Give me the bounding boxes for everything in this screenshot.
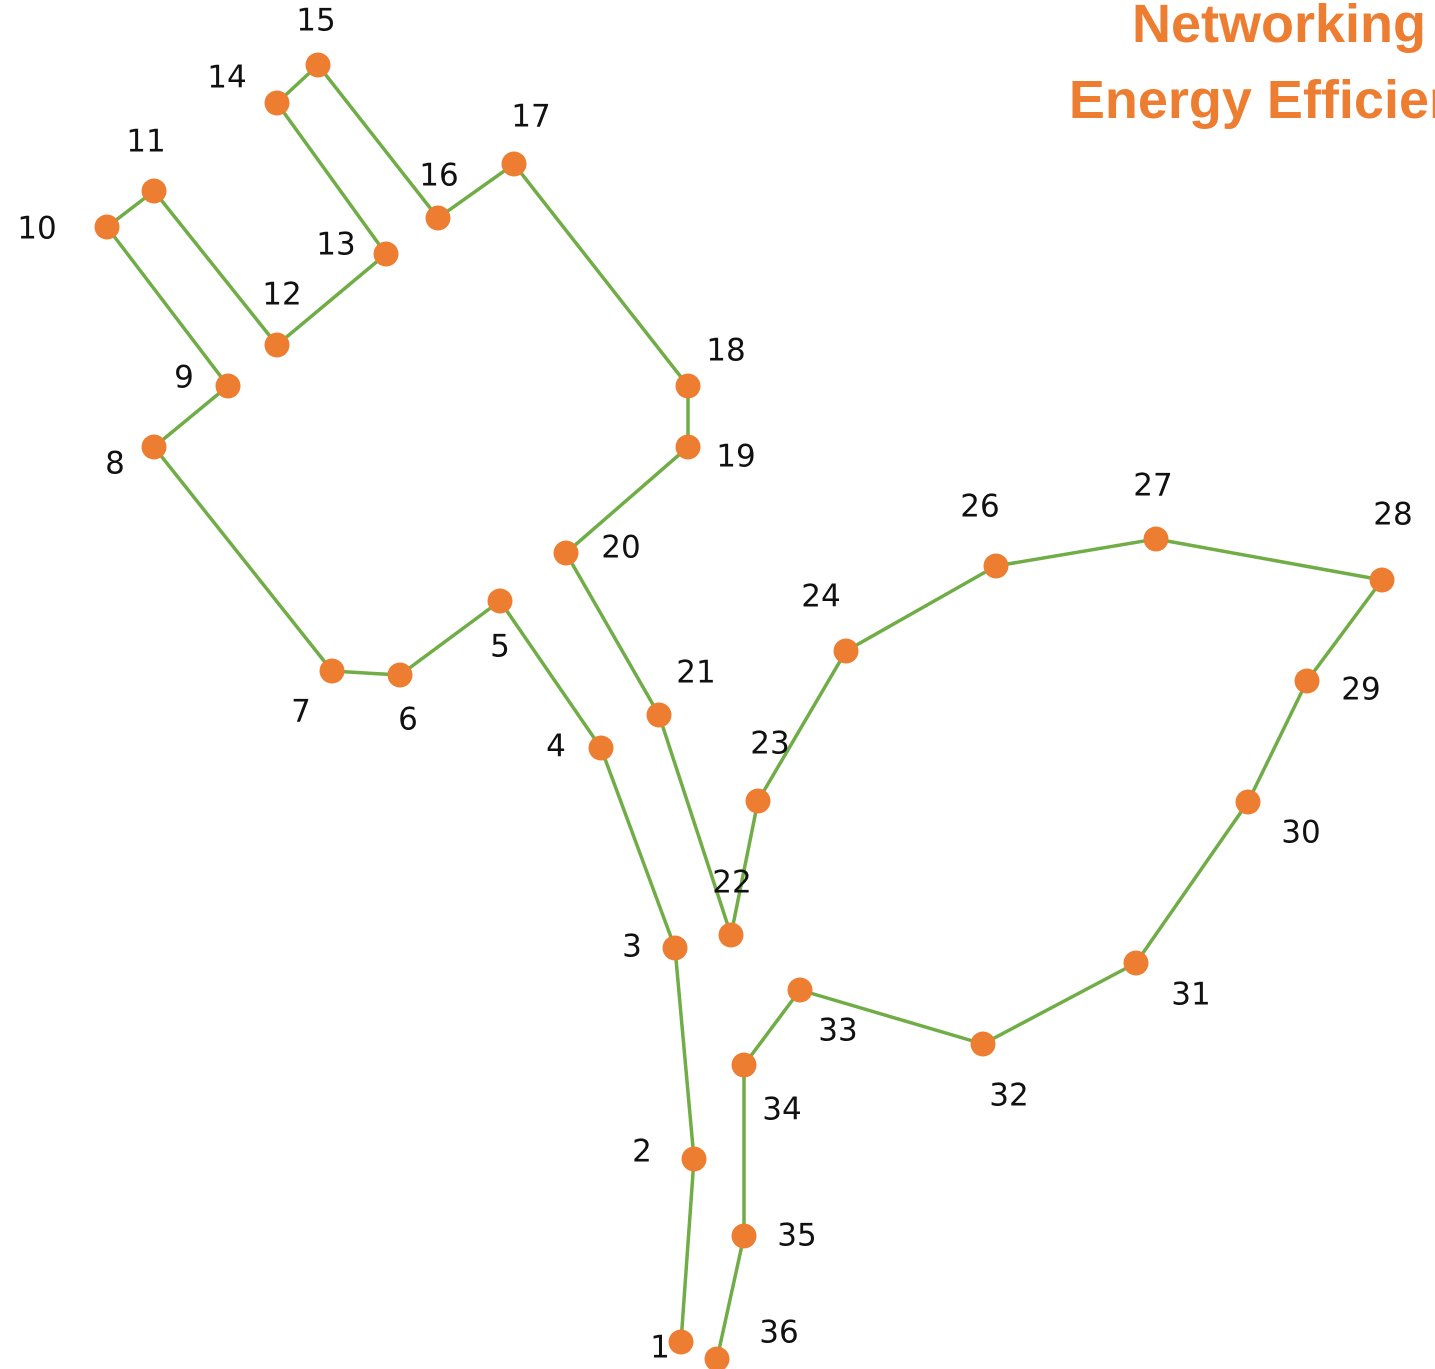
point-dot-5 <box>487 588 513 614</box>
point-label-17: 17 <box>511 99 550 135</box>
point-dot-16 <box>425 205 451 231</box>
point-label-35: 35 <box>777 1218 816 1254</box>
point-label-5: 5 <box>490 629 510 665</box>
point-label-11: 11 <box>126 124 165 160</box>
point-label-7: 7 <box>291 694 311 730</box>
point-dot-3 <box>662 935 688 961</box>
point-dot-1 <box>668 1329 694 1355</box>
point-label-23: 23 <box>750 726 789 762</box>
point-dot-36 <box>704 1346 730 1369</box>
title-line-1: Networking fo <box>1132 0 1435 54</box>
point-label-21: 21 <box>676 655 715 691</box>
point-label-10: 10 <box>17 211 56 247</box>
point-label-24: 24 <box>801 579 840 615</box>
point-dot-7 <box>319 658 345 684</box>
point-dot-6 <box>387 662 413 688</box>
point-label-28: 28 <box>1373 497 1412 533</box>
point-label-27: 27 <box>1133 468 1172 504</box>
point-dot-8 <box>141 434 167 460</box>
point-label-32: 32 <box>989 1078 1028 1114</box>
point-dot-19 <box>675 434 701 460</box>
point-label-8: 8 <box>105 446 125 482</box>
point-dot-33 <box>787 977 813 1003</box>
point-label-4: 4 <box>546 729 566 765</box>
page-title: Networking fo Energy Efficienc <box>972 0 1435 138</box>
point-label-12: 12 <box>262 277 301 313</box>
point-dot-9 <box>215 373 241 399</box>
point-label-34: 34 <box>762 1092 801 1128</box>
point-dot-4 <box>588 735 614 761</box>
point-dot-23 <box>745 788 771 814</box>
point-dot-20 <box>553 540 579 566</box>
point-dot-12 <box>264 332 290 358</box>
point-label-2: 2 <box>632 1134 652 1170</box>
point-dot-29 <box>1294 668 1320 694</box>
point-dots <box>94 52 1395 1369</box>
point-dot-26 <box>983 553 1009 579</box>
point-dot-10 <box>94 214 120 240</box>
point-label-16: 16 <box>419 158 458 194</box>
point-dot-13 <box>373 241 399 267</box>
point-label-13: 13 <box>316 227 355 263</box>
point-dot-34 <box>731 1052 757 1078</box>
point-dot-35 <box>731 1223 757 1249</box>
point-label-15: 15 <box>296 3 335 39</box>
point-label-14: 14 <box>207 60 246 96</box>
point-label-22: 22 <box>712 865 751 901</box>
point-dot-32 <box>970 1031 996 1057</box>
point-label-1: 1 <box>650 1330 670 1366</box>
point-label-36: 36 <box>759 1315 798 1351</box>
point-dot-14 <box>264 90 290 116</box>
point-label-31: 31 <box>1171 977 1210 1013</box>
point-label-20: 20 <box>601 530 640 566</box>
point-label-9: 9 <box>174 360 194 396</box>
point-dot-31 <box>1123 950 1149 976</box>
point-dot-15 <box>305 52 331 78</box>
point-label-18: 18 <box>706 333 745 369</box>
point-label-26: 26 <box>960 489 999 525</box>
point-dot-28 <box>1369 567 1395 593</box>
point-dot-17 <box>501 151 527 177</box>
point-dot-24 <box>833 638 859 664</box>
point-label-3: 3 <box>622 929 642 965</box>
point-dot-30 <box>1235 789 1261 815</box>
point-label-19: 19 <box>716 439 755 475</box>
point-dot-11 <box>141 178 167 204</box>
point-labels: 1234567891011121314151617181920212223242… <box>17 3 1412 1366</box>
point-label-33: 33 <box>818 1013 857 1049</box>
point-dot-2 <box>681 1146 707 1172</box>
title-line-2: Energy Efficienc <box>1068 70 1435 130</box>
point-dot-27 <box>1143 526 1169 552</box>
point-dot-21 <box>646 702 672 728</box>
point-dot-22 <box>718 922 744 948</box>
point-label-29: 29 <box>1341 672 1380 708</box>
point-dot-18 <box>675 373 701 399</box>
point-label-6: 6 <box>398 702 418 738</box>
point-label-30: 30 <box>1281 815 1320 851</box>
